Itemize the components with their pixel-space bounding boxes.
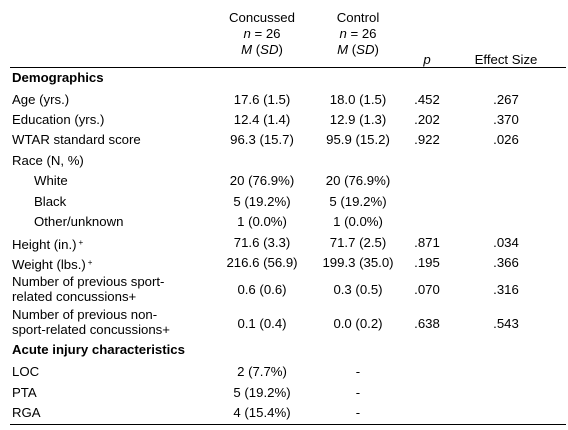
header-control: Control n = 26 M (SD) [314,10,402,58]
cell-concussed: 5 (19.2%) [233,194,291,209]
cell-concussed: 0.6 (0.6) [237,282,287,297]
row-label: LOC [12,364,40,379]
header-control-stat: M (SD) [337,42,379,57]
cell-effect: .026 [493,132,519,147]
cell-p: .202 [414,112,440,127]
cell-concussed: 20 (76.9%) [229,173,295,188]
row-label: Number of previous sport- related concus… [12,274,165,304]
cell-concussed: 216.6 (56.9) [226,255,298,270]
cell-concussed: 0.1 (0.4) [237,316,287,331]
row-label: Education (yrs.) [12,112,105,127]
cell-control: 71.7 (2.5) [329,235,387,250]
cell-p: .871 [414,235,440,250]
cell-effect: .316 [493,282,519,297]
section-acute-injury: Acute injury characteristics [12,342,185,357]
cell-control: - [355,364,361,379]
cell-control: 1 (0.0%) [333,214,383,229]
row-label: WTAR standard score [12,132,141,147]
cell-p: .195 [414,255,440,270]
header-p: p [423,52,431,67]
header-control-label: Control [336,10,380,25]
cell-p: .070 [414,282,440,297]
row-label: PTA [12,385,37,400]
cell-concussed: 5 (19.2%) [233,385,291,400]
row-label: Other/unknown [34,214,124,229]
cell-p: .922 [414,132,440,147]
cell-effect: .370 [493,112,519,127]
header-concussed-stat: M (SD) [241,42,283,57]
footnote-mark: + [78,238,84,247]
cell-control: - [355,385,361,400]
cell-effect: .267 [493,92,519,107]
cell-effect: .543 [493,316,519,331]
cell-control: 0.0 (0.2) [333,316,383,331]
header-concussed-label: Concussed [229,10,295,25]
row-label: Age (yrs.) [12,92,70,107]
section-demographics: Demographics [12,70,104,85]
row-label: White [34,173,68,188]
row-label: Number of previous non- sport-related co… [12,307,170,337]
cell-control: 20 (76.9%) [325,173,391,188]
cell-p: .452 [414,92,440,107]
cell-concussed: 4 (15.4%) [233,405,291,420]
cell-concussed: 17.6 (1.5) [233,92,291,107]
header-concussed-n: n = 26 [243,26,281,41]
cell-concussed: 96.3 (15.7) [230,132,294,147]
cell-concussed: 71.6 (3.3) [233,235,291,250]
row-label: Height (in.) + [12,237,84,252]
cell-p: .638 [414,316,440,331]
cell-control: 5 (19.2%) [329,194,387,209]
row-label: RGA [12,405,41,420]
cell-control: 95.9 (15.2) [326,132,390,147]
cell-control: 0.3 (0.5) [333,282,383,297]
header-divider [10,67,566,68]
header-concussed: Concussed n = 26 M (SD) [212,10,312,58]
header-control-n: n = 26 [339,26,377,41]
cell-control: 12.9 (1.3) [329,112,387,127]
row-label: Race (N, %) [12,153,84,168]
cell-control: - [355,405,361,420]
cell-effect: .034 [493,235,519,250]
cell-control: 18.0 (1.5) [329,92,387,107]
footnote-mark: + [87,258,93,267]
header-effect-size: Effect Size [474,52,538,67]
cell-concussed: 1 (0.0%) [237,214,287,229]
bottom-rule [10,424,566,425]
cell-control: 199.3 (35.0) [322,255,394,270]
cell-concussed: 12.4 (1.4) [233,112,291,127]
cell-concussed: 2 (7.7%) [237,364,287,379]
row-label: Black [34,194,67,209]
cell-effect: .366 [493,255,519,270]
row-label: Weight (lbs.) + [12,257,93,272]
